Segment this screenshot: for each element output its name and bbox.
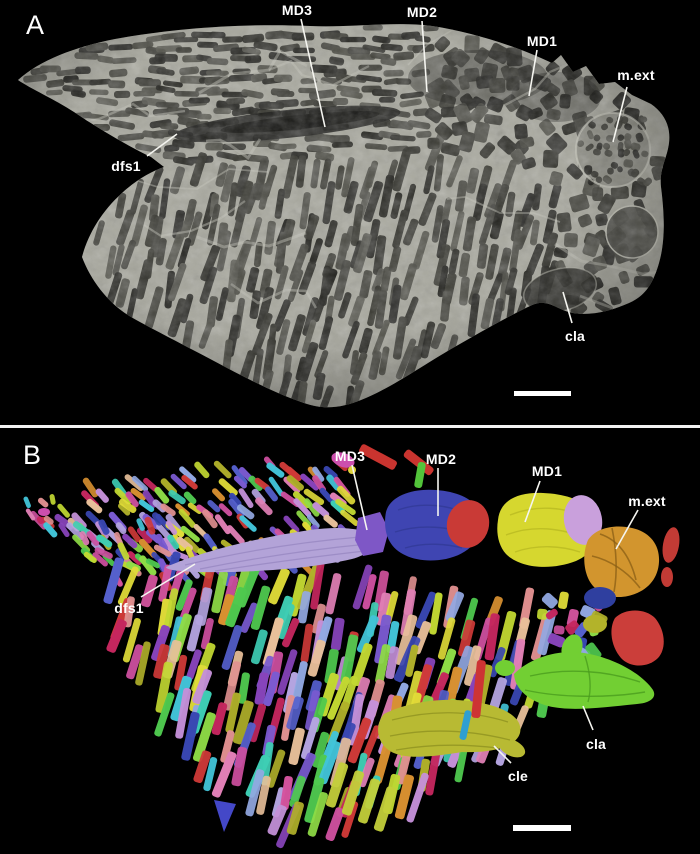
dfs1-leader-line-a: [146, 133, 178, 157]
md3-leader-line-b: [351, 464, 368, 531]
dfs1-structure: [166, 528, 376, 573]
label-m-ext-a: m.ext: [617, 67, 655, 83]
label-md1-a: MD1: [526, 33, 558, 49]
label-dfs1-b: dfs1: [114, 600, 144, 616]
red-blob: [611, 610, 664, 666]
red-scute: [446, 500, 490, 548]
label-m-ext-b: m.ext: [628, 493, 666, 509]
md3-leader-line-a: [300, 18, 326, 128]
panel-a-letter: A: [26, 10, 45, 40]
panel-b-segmented-model: [23, 444, 680, 849]
md1-leader-line-b: [524, 480, 541, 523]
violet-scute: [563, 495, 603, 545]
label-md1-b: MD1: [531, 463, 563, 479]
fossil-texture: [18, 24, 670, 408]
scale-bar-b: [513, 825, 571, 831]
label-md3-b: MD3: [334, 448, 366, 464]
dfs1-leader-line-b: [140, 563, 196, 598]
m-ext-leader-line-b: [615, 509, 639, 550]
panel-a-annotations: [146, 18, 628, 396]
md1-leader-line-a: [528, 49, 538, 97]
label-cla-a: cla: [564, 328, 586, 344]
md3-structure: [355, 512, 389, 556]
label-cla-b: cla: [585, 736, 607, 752]
panel-a-fossil-photo: [18, 24, 670, 408]
cle-leader-line-b: [493, 745, 512, 764]
scale-bar-a: [514, 391, 571, 396]
label-md2-b: MD2: [425, 451, 457, 467]
label-cle-b: cle: [507, 768, 529, 784]
label-md3-a: MD3: [281, 2, 313, 18]
cla-leader-line-a: [562, 291, 573, 324]
cle-structure: [378, 699, 521, 757]
panel-b-annotations: [140, 464, 639, 831]
panel-b-letter: B: [23, 440, 42, 470]
blue-fragment: [214, 800, 236, 832]
panel-divider: [0, 425, 700, 428]
cla-leader-line-b: [582, 705, 594, 731]
md2-leader-line-a: [421, 20, 428, 93]
label-dfs1-a: dfs1: [111, 158, 141, 174]
m-ext-leader-line-a: [612, 86, 628, 143]
label-md2-a: MD2: [406, 4, 438, 20]
m-ext-structure: [584, 526, 660, 598]
